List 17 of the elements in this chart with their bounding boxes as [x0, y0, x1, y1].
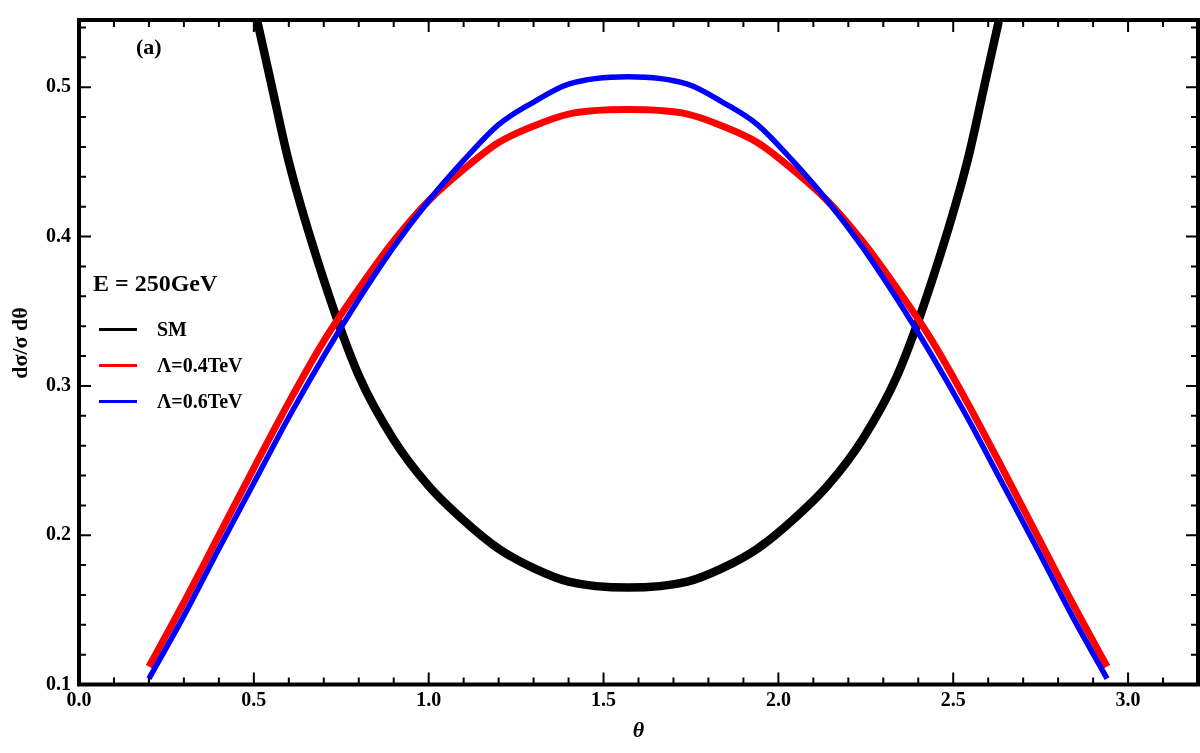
x-tick-label: 2.0 — [765, 687, 791, 710]
x-tick-label: 3.0 — [1115, 687, 1141, 710]
x-tick-label: 2.5 — [940, 687, 966, 710]
legend-title: E = 250GeV — [93, 270, 219, 297]
y-axis-title: dσ/σ dθ — [7, 306, 33, 381]
legend-label: Λ=0.4TeV — [157, 353, 243, 377]
y-tick-label: 0.5 — [46, 74, 71, 97]
annotation: (a) — [136, 34, 162, 60]
legend-label: SM — [157, 317, 187, 341]
x-tick-label: 0.5 — [241, 687, 267, 710]
x-tick-label: 1.0 — [416, 687, 442, 710]
legend-label: Λ=0.6TeV — [157, 389, 243, 413]
y-tick-label: 0.4 — [46, 223, 71, 246]
y-tick-label: 0.3 — [46, 373, 71, 396]
x-axis-title: θ — [632, 717, 645, 743]
y-tick-label: 0.2 — [46, 522, 71, 545]
x-tick-label: 1.5 — [591, 687, 617, 710]
